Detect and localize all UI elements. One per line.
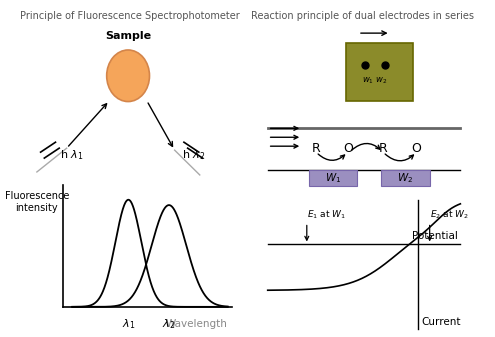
Text: $W_2$: $W_2$ bbox=[397, 171, 413, 185]
Ellipse shape bbox=[107, 50, 149, 101]
Bar bbox=[309, 170, 357, 186]
Text: Potential: Potential bbox=[412, 232, 457, 241]
Text: Principle of Fluorescence Spectrophotometer: Principle of Fluorescence Spectrophotome… bbox=[20, 11, 240, 21]
Text: Reaction principle of dual electrodes in series: Reaction principle of dual electrodes in… bbox=[251, 11, 474, 21]
Text: $W_1$: $W_1$ bbox=[325, 171, 341, 185]
Text: Fluorescence
intensity: Fluorescence intensity bbox=[4, 191, 69, 213]
Text: O: O bbox=[343, 142, 353, 155]
Text: Sample: Sample bbox=[105, 31, 151, 41]
Text: $E_2$ at $W_2$: $E_2$ at $W_2$ bbox=[430, 208, 469, 221]
Text: R: R bbox=[312, 142, 320, 155]
Text: Current: Current bbox=[421, 317, 461, 327]
Text: $\lambda$$_1$: $\lambda$$_1$ bbox=[122, 317, 135, 331]
Text: h $\lambda$$_1$: h $\lambda$$_1$ bbox=[60, 148, 84, 162]
Text: h $\lambda$$_2$: h $\lambda$$_2$ bbox=[182, 148, 205, 162]
Bar bbox=[381, 170, 430, 186]
Text: R: R bbox=[379, 142, 388, 155]
Text: $\lambda$$_2$: $\lambda$$_2$ bbox=[162, 317, 176, 331]
Text: $w_1$ $w_2$: $w_1$ $w_2$ bbox=[362, 75, 388, 86]
Text: $E_1$ at $W_1$: $E_1$ at $W_1$ bbox=[307, 208, 346, 221]
Text: O: O bbox=[412, 142, 422, 155]
Text: Wavelength: Wavelength bbox=[166, 319, 228, 329]
Bar bbox=[346, 43, 413, 100]
